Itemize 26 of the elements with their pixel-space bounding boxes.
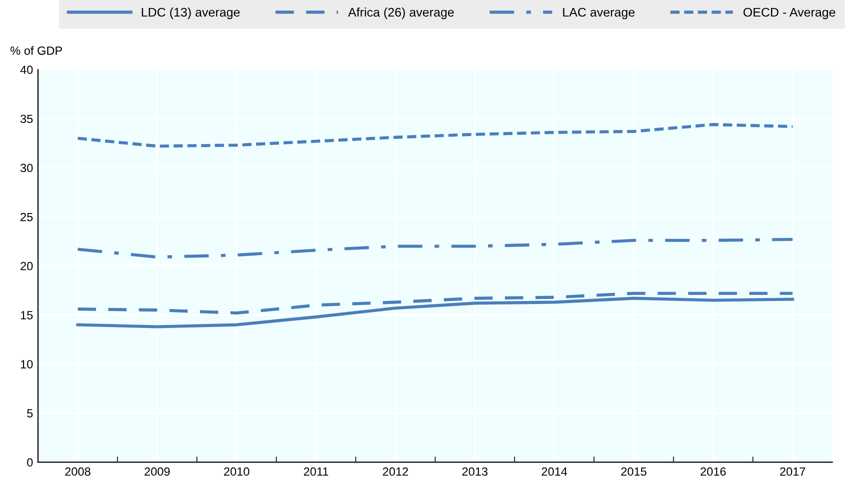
- legend-label: OECD - Average: [743, 8, 836, 20]
- y-tick-label: 15: [20, 311, 33, 320]
- y-tick-label: 5: [27, 409, 33, 418]
- x-tick-label: 2012: [382, 467, 408, 476]
- x-tick-label: 2008: [65, 467, 90, 476]
- legend-label: LAC average: [563, 8, 635, 20]
- line-series: [76, 238, 794, 259]
- y-tick-label: 20: [20, 262, 33, 270]
- y-tick-label: 35: [20, 114, 33, 124]
- y-tick-label: 0: [27, 458, 33, 467]
- x-tick-label: 2011: [304, 467, 328, 476]
- y-tick-label: 40: [20, 66, 33, 74]
- x-tick-label: 2014: [542, 467, 568, 476]
- x-tick-label: 2009: [144, 467, 170, 476]
- x-tick-label: 2010: [224, 467, 250, 476]
- legend-label: LDC (13) average: [142, 7, 240, 20]
- line-series: [76, 123, 794, 148]
- y-tick-label: 30: [20, 164, 33, 172]
- x-tick-label: 2017: [780, 467, 806, 476]
- legend-label: Africa (26) average: [348, 7, 454, 20]
- y-tick-label: 25: [20, 212, 33, 222]
- y-axis-title: % of GDP: [10, 46, 62, 55]
- x-tick-label: 2013: [462, 467, 488, 476]
- x-tick-label: 2016: [700, 467, 726, 476]
- x-tick-label: 2015: [621, 467, 646, 476]
- y-tick-label: 10: [20, 360, 33, 368]
